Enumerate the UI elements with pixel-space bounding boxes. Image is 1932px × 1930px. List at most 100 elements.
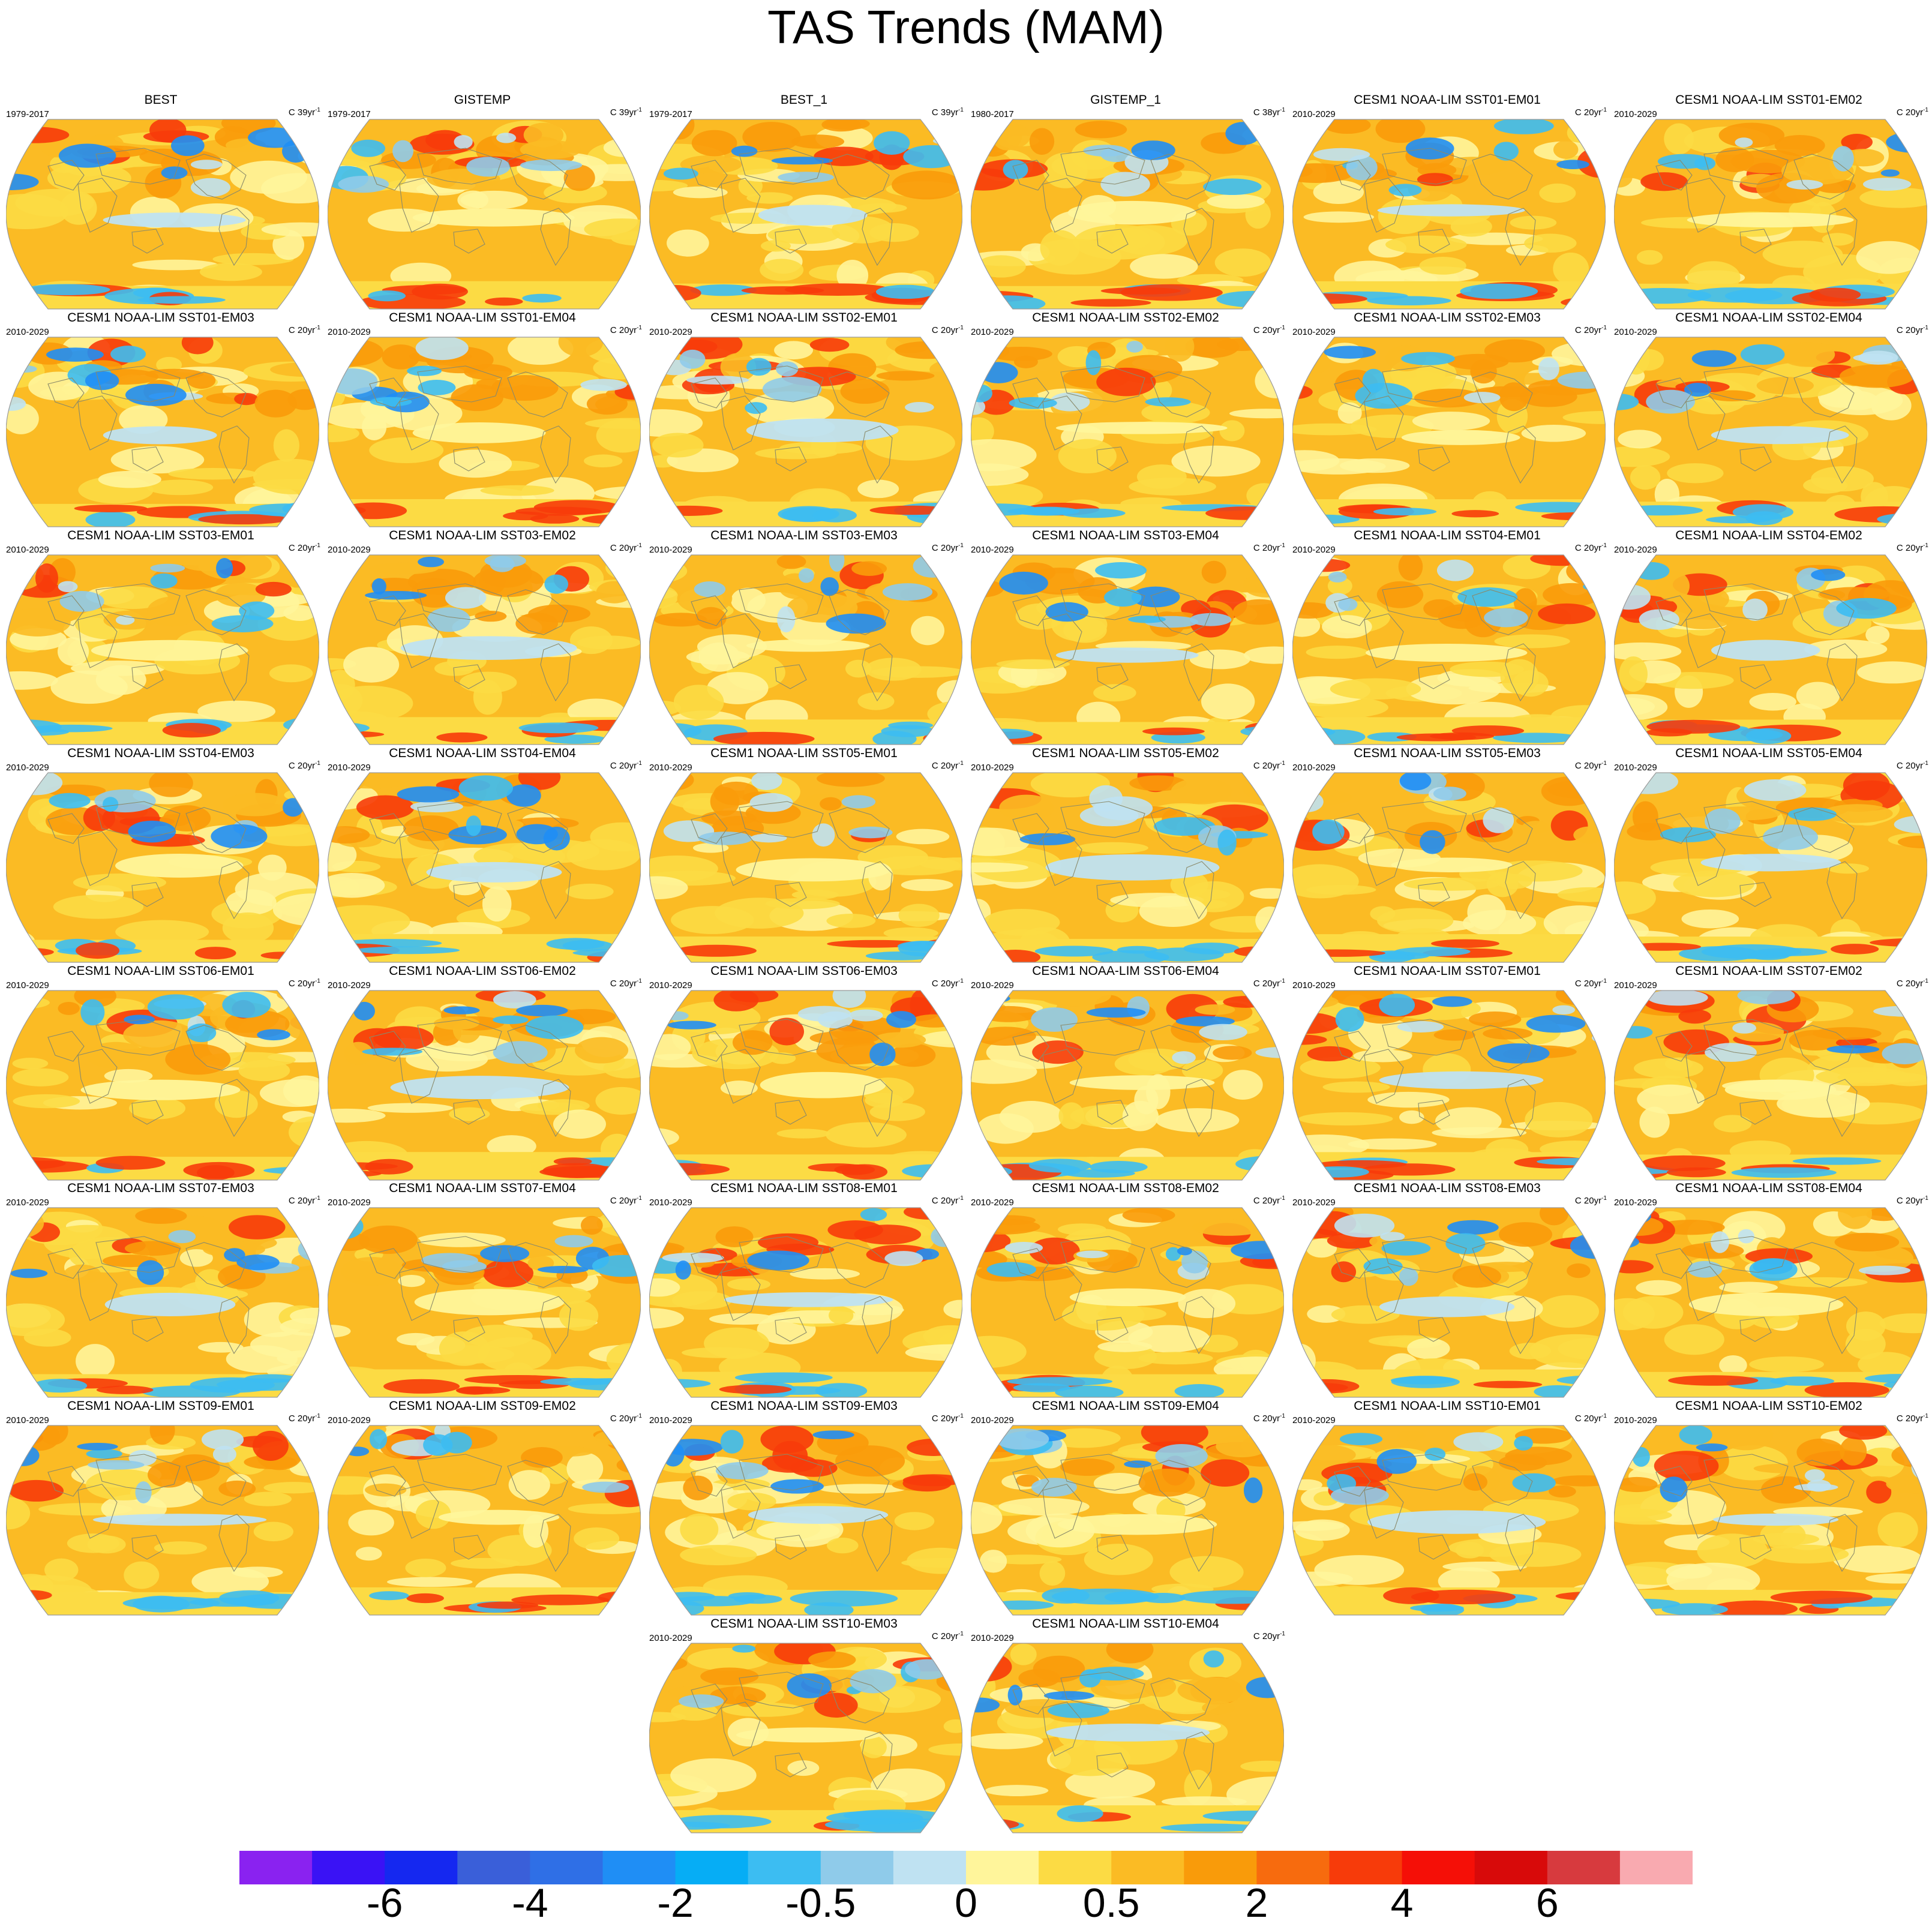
panel-period: 1979-2017: [328, 109, 371, 119]
panel-units: C 20yr-1: [610, 976, 642, 989]
panel-period: 2010-2029: [6, 1415, 49, 1425]
panel-units: C 20yr-1: [289, 541, 320, 554]
robinson-map: [1614, 772, 1927, 963]
robinson-map: [1614, 1207, 1927, 1398]
map-panel: CESM1 NOAA-LIM SST01-EM03 2010-2029 C 20yr…: [0, 311, 322, 528]
robinson-map: [649, 1425, 962, 1616]
panel-period: 2010-2029: [649, 1633, 692, 1643]
panel-units-exponent: -1: [637, 978, 642, 984]
colorbar-segment: [385, 1851, 458, 1884]
panel-units-text: C 20yr: [1896, 978, 1924, 989]
panel-title: CESM1 NOAA-LIM SST10-EM04: [1032, 1617, 1219, 1631]
panel-units-text: C 20yr: [1253, 978, 1280, 989]
panel-units: C 20yr-1: [610, 1411, 642, 1424]
panel-units: C 20yr-1: [289, 758, 320, 772]
panel-units: C 39yr-1: [289, 105, 320, 118]
panel-units-text: C 20yr: [1253, 761, 1280, 771]
robinson-map: [6, 554, 319, 745]
panel-units-text: C 20yr: [610, 1196, 637, 1206]
colorbar-tick-label: -2: [657, 1880, 694, 1926]
panel-title: CESM1 NOAA-LIM SST06-EM04: [1032, 964, 1219, 978]
panel-units: C 20yr-1: [1253, 1411, 1285, 1424]
map-panel: CESM1 NOAA-LIM SST02-EM01 2010-2029 C 20yr…: [643, 311, 965, 528]
panel-units: C 20yr-1: [289, 1411, 320, 1424]
robinson-map: [649, 772, 962, 963]
robinson-map: [6, 772, 319, 963]
panel-period: 2010-2029: [6, 980, 49, 990]
robinson-map: [1292, 1207, 1606, 1398]
robinson-map: [1614, 554, 1927, 745]
robinson-map: [1614, 337, 1927, 527]
panel-units-exponent: -1: [1601, 325, 1607, 331]
robinson-map: [6, 990, 319, 1181]
panel-title: CESM1 NOAA-LIM SST05-EM02: [1032, 746, 1219, 760]
colorbar-segment: [1547, 1851, 1621, 1884]
map-panel: CESM1 NOAA-LIM SST01-EM04 2010-2029 C 20yr…: [322, 311, 643, 528]
robinson-map: [1614, 1425, 1927, 1616]
panel-units: C 20yr-1: [932, 1411, 964, 1424]
robinson-map: [971, 990, 1284, 1181]
map-panel: CESM1 NOAA-LIM SST04-EM01 2010-2029 C 20yr…: [1286, 529, 1608, 746]
panel-title: GISTEMP_1: [1090, 93, 1161, 107]
panel-title: CESM1 NOAA-LIM SST09-EM01: [67, 1399, 254, 1413]
colorbar-segment: [1039, 1851, 1112, 1884]
panel-units: C 20yr-1: [610, 541, 642, 554]
panel-title: CESM1 NOAA-LIM SST02-EM03: [1354, 311, 1541, 325]
map-panel: CESM1 NOAA-LIM SST04-EM04 2010-2029 C 20yr…: [322, 746, 643, 964]
panel-units-exponent: -1: [1280, 1413, 1285, 1419]
panel-title: CESM1 NOAA-LIM SST02-EM04: [1675, 311, 1862, 325]
panel-units-text: C 20yr: [610, 761, 637, 771]
map-panel: CESM1 NOAA-LIM SST08-EM01 2010-2029 C 20yr…: [643, 1181, 965, 1398]
panel-units-exponent: -1: [1280, 325, 1285, 331]
panel-units: C 20yr-1: [1253, 758, 1285, 772]
panel-units-text: C 20yr: [1574, 325, 1602, 335]
panel-units-exponent: -1: [637, 107, 642, 113]
colorbar-segment: [1402, 1851, 1475, 1884]
panel-units-exponent: -1: [1923, 978, 1928, 984]
panel-units: C 20yr-1: [932, 976, 964, 989]
panel-title: CESM1 NOAA-LIM SST05-EM04: [1675, 746, 1862, 760]
panel-units-text: C 20yr: [931, 978, 959, 989]
robinson-map: [328, 990, 641, 1181]
panel-units: C 20yr-1: [289, 323, 320, 336]
robinson-map: [971, 337, 1284, 527]
panel-units-exponent: -1: [315, 1413, 320, 1419]
panel-units-exponent: -1: [958, 760, 964, 767]
colorbar-segment: [239, 1851, 313, 1884]
panel-title: CESM1 NOAA-LIM SST03-EM01: [67, 529, 254, 542]
panel-units-text: C 20yr: [1574, 107, 1602, 118]
panel-units-text: C 20yr: [288, 761, 316, 771]
panel-units-text: C 20yr: [931, 543, 959, 553]
panel-units: C 20yr-1: [1897, 541, 1928, 554]
panel-units: C 20yr-1: [1575, 758, 1607, 772]
colorbar-tick-label: -6: [366, 1880, 403, 1926]
map-panel: CESM1 NOAA-LIM SST07-EM01 2010-2029 C 20yr…: [1286, 964, 1608, 1181]
panel-units: C 20yr-1: [1897, 976, 1928, 989]
panel-title: CESM1 NOAA-LIM SST01-EM04: [389, 311, 576, 325]
panel-title: CESM1 NOAA-LIM SST07-EM02: [1675, 964, 1862, 978]
map-panel: CESM1 NOAA-LIM SST06-EM01 2010-2029 C 20yr…: [0, 964, 322, 1181]
panel-units-exponent: -1: [637, 325, 642, 331]
panel-units: C 20yr-1: [610, 323, 642, 336]
panel-title: CESM1 NOAA-LIM SST07-EM03: [67, 1181, 254, 1195]
panel-units-text: C 20yr: [288, 1413, 316, 1424]
panel-period: 2010-2029: [1614, 327, 1657, 337]
panel-units-text: C 20yr: [610, 978, 637, 989]
panel-units: C 20yr-1: [1575, 541, 1607, 554]
colorbar-segment: [966, 1851, 1039, 1884]
map-panel: CESM1 NOAA-LIM SST05-EM02 2010-2029 C 20yr…: [965, 746, 1286, 964]
panel-period: 2010-2029: [1292, 1415, 1336, 1425]
robinson-map: [971, 554, 1284, 745]
panel-title: CESM1 NOAA-LIM SST02-EM02: [1032, 311, 1219, 325]
robinson-map: [649, 337, 962, 527]
panel-units-text: C 20yr: [1574, 978, 1602, 989]
robinson-map: [971, 1425, 1284, 1616]
panel-units-text: C 20yr: [610, 543, 637, 553]
panel-units: C 20yr-1: [1897, 1411, 1928, 1424]
panel-period: 1979-2017: [6, 109, 49, 119]
panel-units-exponent: -1: [958, 325, 964, 331]
colorbar-segment: [312, 1851, 385, 1884]
panel-title: CESM1 NOAA-LIM SST04-EM03: [67, 746, 254, 760]
panel-title: CESM1 NOAA-LIM SST10-EM01: [1354, 1399, 1541, 1413]
panel-title: CESM1 NOAA-LIM SST01-EM02: [1675, 93, 1862, 107]
